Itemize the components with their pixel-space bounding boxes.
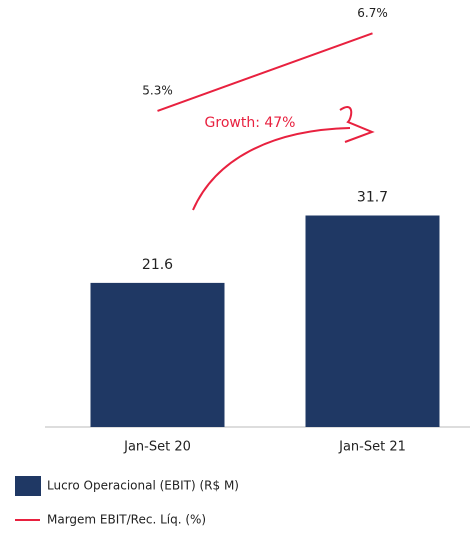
data-label: 21.6 — [142, 257, 173, 273]
data-label: 6.7% — [357, 6, 388, 20]
line — [157, 32, 373, 112]
x-tick-label: Jan-Set 20 — [123, 440, 191, 455]
x-tick-label: Jan-Set 21 — [338, 440, 406, 455]
growth-arrow — [192, 127, 351, 211]
growth-arrow-head — [339, 106, 375, 143]
bar — [90, 282, 225, 427]
data-label: 31.7 — [357, 190, 388, 206]
legend-label: Lucro Operacional (EBIT) (R$ M) — [47, 479, 239, 493]
bar — [305, 215, 440, 427]
annotation: Growth: 47% — [205, 115, 296, 131]
data-label: 5.3% — [142, 83, 173, 97]
legend-swatch — [15, 476, 41, 496]
legend-label: Margem EBIT/Rec. Líq. (%) — [47, 513, 206, 527]
